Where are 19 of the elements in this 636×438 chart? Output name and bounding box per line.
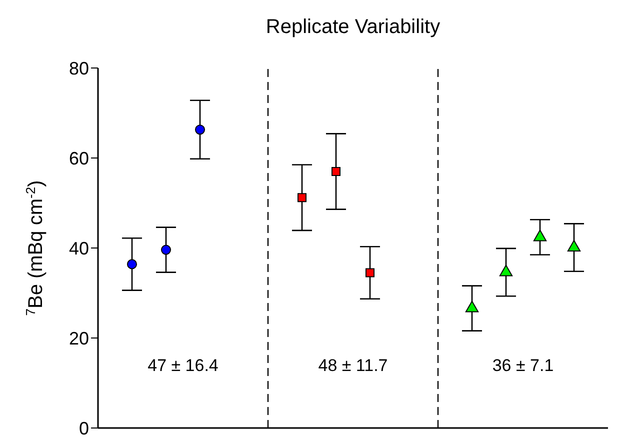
point bbox=[126, 259, 138, 270]
annotation: 36 ± 7.1 bbox=[491, 356, 555, 376]
annotation: 48 ± 11.7 bbox=[317, 356, 389, 376]
y-tick-label: 20 bbox=[68, 328, 89, 348]
point bbox=[194, 124, 206, 135]
annotation: 47 ± 16.4 bbox=[146, 356, 220, 376]
point bbox=[366, 268, 374, 278]
y-tick-label: 40 bbox=[68, 238, 89, 258]
point bbox=[160, 244, 172, 255]
y-tick-label: 60 bbox=[68, 148, 89, 168]
point bbox=[533, 230, 547, 242]
point bbox=[298, 193, 306, 202]
point bbox=[567, 240, 581, 252]
point bbox=[499, 264, 513, 276]
y-tick-label: 0 bbox=[78, 418, 89, 438]
chart-title: Replicate Variability bbox=[264, 16, 442, 39]
point bbox=[465, 300, 479, 312]
y-tick-label: 80 bbox=[68, 58, 89, 78]
point bbox=[332, 167, 340, 176]
